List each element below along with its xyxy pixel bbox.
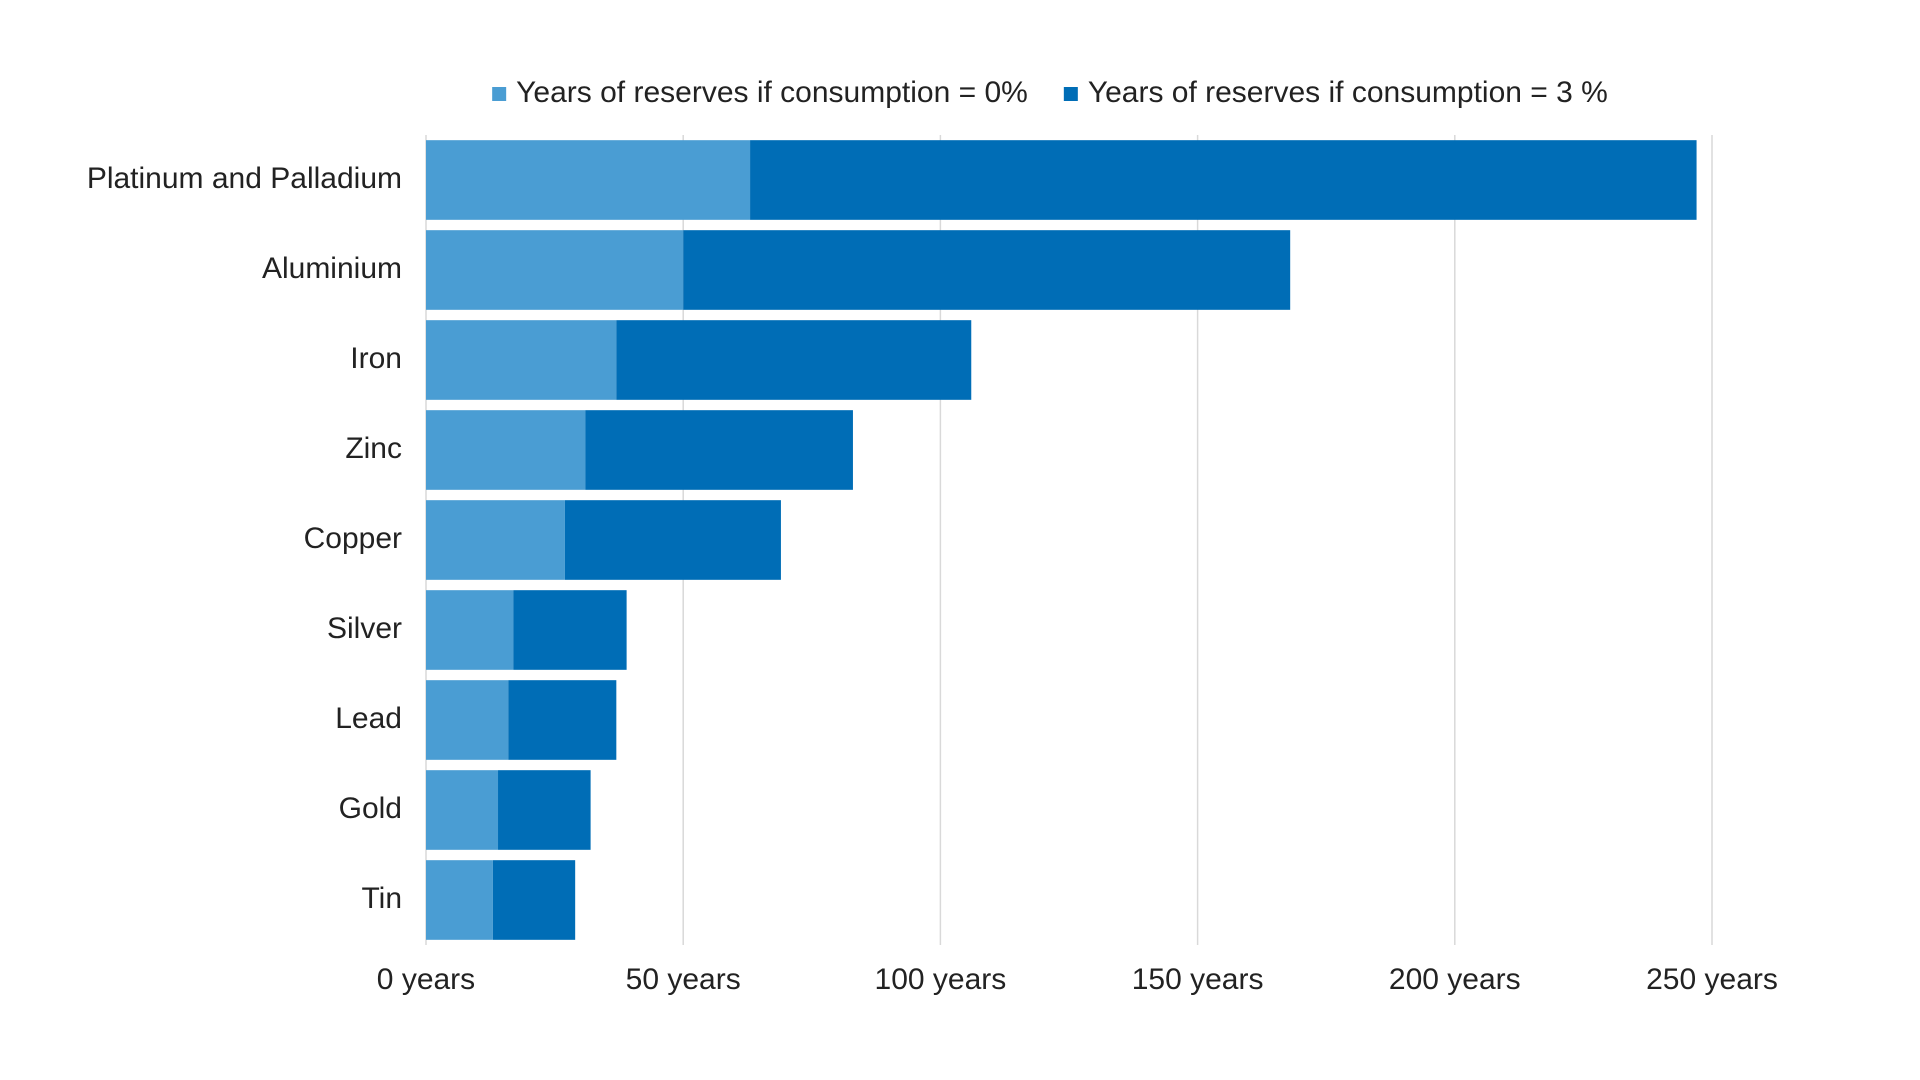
legend-swatch (492, 87, 507, 101)
y-tick-label: Tin (361, 882, 402, 915)
bar-segment (426, 680, 509, 760)
bar-segment (585, 410, 853, 490)
legend-label: Years of reserves if consumption = 0% (516, 76, 1028, 109)
bar-segment (426, 410, 586, 490)
bar-segment (426, 320, 617, 400)
x-tick-label: 200 years (1389, 963, 1521, 996)
bar-segment (426, 590, 514, 670)
bar-segment (426, 230, 684, 310)
bar-segment (750, 140, 1697, 220)
y-tick-label: Lead (335, 702, 402, 735)
x-tick-label: 0 years (377, 963, 475, 996)
legend-swatch (1063, 87, 1078, 101)
y-tick-label: Copper (304, 522, 402, 555)
x-tick-label: 100 years (875, 963, 1007, 996)
y-tick-label: Platinum and Palladium (87, 162, 402, 195)
bar-segment (426, 860, 493, 940)
bar-segment (513, 590, 627, 670)
bar-segment (498, 770, 591, 850)
y-tick-label: Silver (327, 612, 402, 645)
y-tick-label: Iron (350, 342, 402, 375)
bar-segment (564, 500, 781, 580)
bar-segment (426, 500, 565, 580)
x-tick-label: 150 years (1132, 963, 1264, 996)
x-tick-label: 50 years (626, 963, 741, 996)
bar-segment (492, 860, 576, 940)
x-tick-label: 250 years (1646, 963, 1778, 996)
bar-segment (616, 320, 972, 400)
bar-segment (683, 230, 1291, 310)
bar-segment (508, 680, 617, 760)
bar-segment (426, 770, 499, 850)
y-tick-label: Zinc (345, 432, 402, 465)
legend-label: Years of reserves if consumption = 3 % (1088, 76, 1608, 109)
y-tick-label: Aluminium (262, 252, 402, 285)
bar-segment (426, 140, 751, 220)
y-tick-label: Gold (339, 792, 402, 825)
